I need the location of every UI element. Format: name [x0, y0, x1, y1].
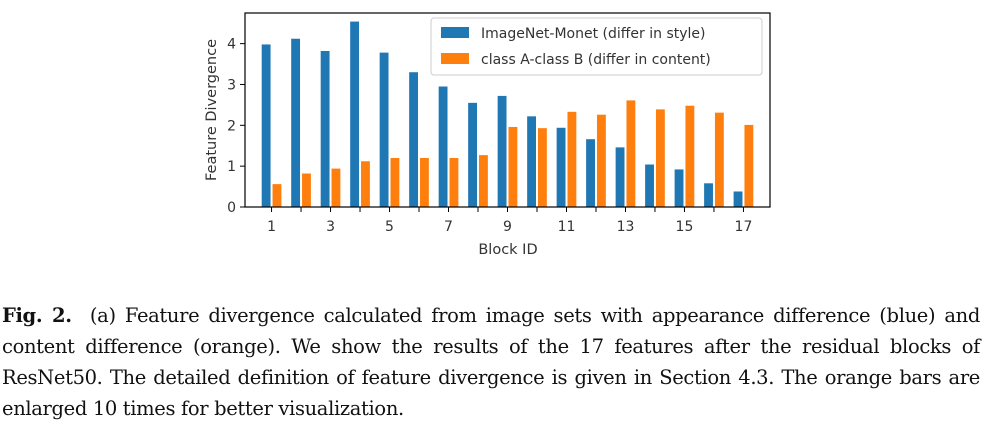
bar-content-16 [714, 112, 724, 207]
x-tick-label-7: 7 [444, 219, 453, 235]
x-axis-ticks: 1 3 5 7 9 11 13 15 17 [267, 207, 752, 235]
bar-content-6 [420, 157, 429, 207]
bar-style-4 [350, 21, 360, 207]
bar-content-8 [479, 155, 488, 207]
legend-label-content: class A-class B (differ in content) [481, 52, 711, 68]
y-axis-label: Feature Divergence [204, 39, 220, 181]
legend-swatch-content [441, 53, 469, 64]
bar-content-14 [655, 109, 665, 207]
bar-style-12 [586, 139, 595, 207]
bar-style-13 [615, 147, 625, 207]
x-tick-label-1: 1 [267, 219, 276, 235]
bar-style-16 [704, 183, 713, 207]
x-tick-label-9: 9 [503, 219, 512, 235]
bar-content-5 [390, 157, 400, 207]
bar-content-2 [302, 173, 311, 207]
y-tick-label-0: 0 [227, 200, 236, 216]
bar-content-11 [567, 111, 577, 207]
bar-content-13 [626, 100, 636, 207]
bar-style-5 [379, 52, 389, 208]
y-axis-ticks: 0 1 2 3 4 [227, 37, 245, 216]
bar-style-15 [674, 169, 684, 207]
caption-text: (a) Feature divergence calculated from i… [2, 304, 980, 420]
bar-content-10 [537, 128, 547, 207]
bar-content-1 [272, 184, 282, 207]
x-tick-label-17: 17 [735, 219, 753, 235]
bar-content-12 [596, 114, 606, 207]
bar-content-3 [331, 168, 341, 207]
figure-caption: Fig. 2. (a) Feature divergence calculate… [2, 300, 980, 424]
bar-style-8 [468, 102, 478, 207]
caption-label: Fig. 2. [2, 304, 72, 327]
x-tick-label-5: 5 [385, 219, 394, 235]
bar-style-17 [733, 191, 743, 207]
bar-style-9 [497, 95, 507, 207]
bar-style-14 [645, 164, 654, 207]
bar-style-1 [261, 44, 271, 208]
y-tick-label-1: 1 [227, 159, 236, 175]
bar-style-2 [291, 38, 301, 208]
bar-content-17 [744, 124, 754, 207]
bar-style-3 [320, 50, 330, 208]
x-tick-label-11: 11 [558, 219, 576, 235]
y-tick-label-3: 3 [227, 77, 236, 93]
legend-frame [430, 17, 763, 76]
bars-group [261, 21, 754, 208]
legend-swatch-style [441, 27, 469, 38]
x-axis-label: Block ID [478, 242, 537, 258]
bar-style-7 [438, 86, 448, 207]
bar-style-6 [409, 72, 419, 207]
y-tick-label-2: 2 [227, 118, 236, 134]
x-tick-label-3: 3 [326, 219, 335, 235]
x-tick-label-15: 15 [676, 219, 694, 235]
legend: ImageNet-Monet (differ in style) class A… [430, 17, 763, 76]
bar-style-11 [556, 127, 566, 207]
bar-content-7 [449, 157, 459, 207]
bar-content-9 [508, 126, 518, 207]
bar-content-4 [361, 161, 370, 207]
bar-content-15 [685, 105, 695, 207]
plot-frame [244, 12, 771, 208]
bar-style-10 [527, 116, 536, 207]
legend-label-style: ImageNet-Monet (differ in style) [481, 26, 706, 42]
y-tick-label-4: 4 [227, 37, 236, 53]
x-tick-label-13: 13 [617, 219, 635, 235]
